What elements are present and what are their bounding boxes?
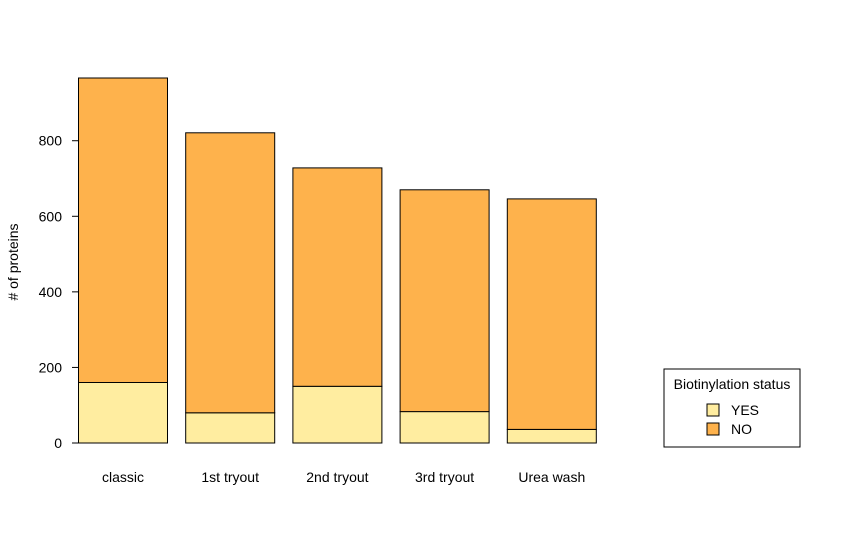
legend-label-no: NO bbox=[731, 421, 752, 437]
legend-swatch-yes bbox=[706, 403, 720, 417]
legend-label-yes: YES bbox=[731, 402, 759, 418]
y-tick-label: 600 bbox=[39, 208, 63, 224]
bar-no bbox=[292, 167, 383, 387]
legend: Biotinylation status YES NO bbox=[663, 368, 801, 448]
x-axis-labels: classic 1st tryout 2nd tryout 3rd tryout Ure… bbox=[102, 469, 585, 485]
x-category-label: Urea wash bbox=[518, 469, 585, 485]
bar-no bbox=[399, 189, 490, 413]
legend-swatch-no bbox=[706, 422, 720, 436]
bar-yes bbox=[292, 385, 383, 444]
y-tick-label: 200 bbox=[39, 359, 63, 375]
legend-box bbox=[663, 368, 801, 448]
bar-yes bbox=[399, 411, 490, 444]
bar-yes bbox=[78, 382, 168, 444]
bar-no bbox=[185, 132, 276, 414]
x-category-label: 3rd tryout bbox=[415, 469, 474, 485]
bar-yes bbox=[185, 412, 276, 444]
x-category-label: classic bbox=[102, 469, 144, 485]
y-tick-label: 400 bbox=[39, 284, 63, 300]
y-tick-label: 800 bbox=[39, 133, 63, 149]
y-tick-label: 0 bbox=[54, 435, 62, 451]
legend-items: YES NO bbox=[706, 402, 759, 437]
legend-title: Biotinylation status bbox=[674, 376, 791, 392]
bars-group bbox=[78, 77, 597, 444]
x-category-label: 1st tryout bbox=[201, 469, 259, 485]
x-category-label: 2nd tryout bbox=[306, 469, 368, 485]
bar-no bbox=[78, 77, 168, 383]
bar-yes bbox=[506, 428, 597, 444]
y-axis: 0 200 400 600 800 bbox=[39, 133, 80, 451]
y-axis-title: # of proteins bbox=[5, 223, 21, 300]
bar-no bbox=[506, 198, 597, 430]
